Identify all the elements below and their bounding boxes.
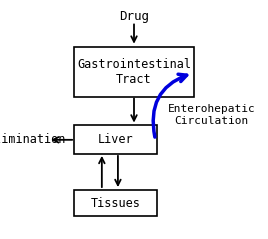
FancyBboxPatch shape xyxy=(74,190,157,216)
FancyBboxPatch shape xyxy=(74,125,157,154)
Text: Elimination: Elimination xyxy=(0,133,66,146)
Text: Gastrointestinal
Tract: Gastrointestinal Tract xyxy=(77,58,191,86)
Text: Enterohepatic
Circulation: Enterohepatic Circulation xyxy=(168,104,256,125)
Text: Drug: Drug xyxy=(119,10,149,23)
FancyBboxPatch shape xyxy=(74,47,194,97)
Text: Liver: Liver xyxy=(98,133,133,146)
Text: Tissues: Tissues xyxy=(90,197,140,210)
